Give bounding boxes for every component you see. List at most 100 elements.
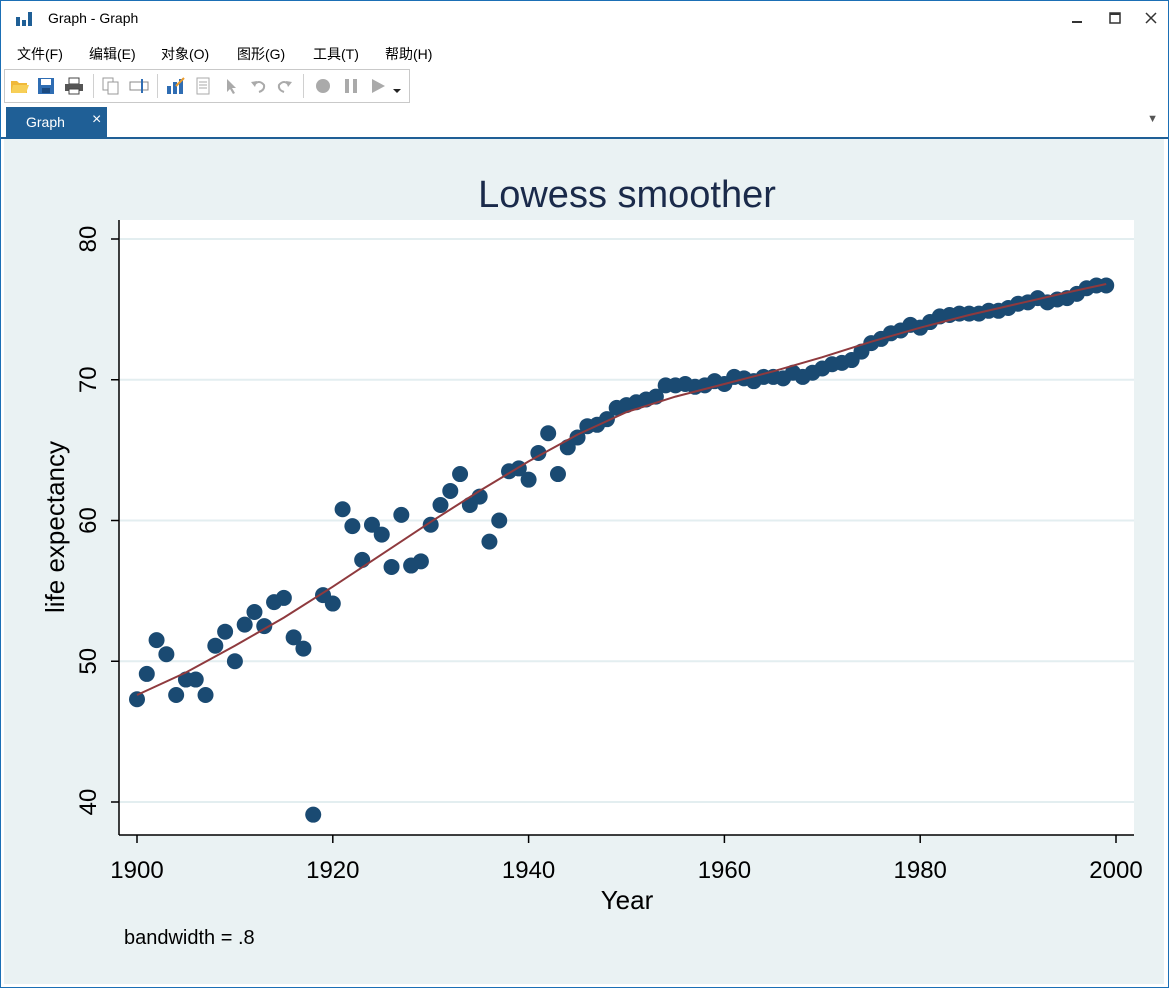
data-point [383,558,400,575]
minimize-icon [1072,21,1082,23]
tab-close-icon[interactable]: × [92,111,102,128]
x-tick-label: 2000 [1089,857,1142,884]
record-start-button[interactable] [312,75,334,97]
data-point [344,518,361,535]
x-axis-label: Year [601,885,654,915]
data-point [236,616,253,633]
data-point [158,646,175,663]
save-icon [38,78,54,94]
x-tick-label: 1960 [698,857,751,884]
redo-button[interactable] [274,75,296,97]
menu-bar: 文件(F) 编辑(E) 对象(O) 图形(G) 工具(T) 帮助(H) [1,39,1168,67]
y-tick-label: 50 [75,648,102,675]
data-point [422,516,439,533]
rename-icon [129,79,149,93]
data-point [549,466,566,483]
data-point [363,516,380,533]
bandwidth-note: bandwidth = .8 [124,927,255,949]
play-button[interactable] [367,75,389,97]
dropdown-icon [393,89,401,93]
data-point [226,653,243,670]
menu-tools[interactable]: 工具(T) [313,46,359,62]
tab-row: Graph × ▼ [1,105,1168,139]
menu-object[interactable]: 对象(O) [161,46,210,62]
x-tick-label: 1980 [894,857,947,884]
menu-help[interactable]: 帮助(H) [385,46,433,62]
record-icon [196,77,210,95]
data-point [452,466,469,483]
data-point [295,640,312,657]
data-point [393,506,410,523]
data-point [324,595,341,612]
graph-editor-button[interactable] [165,75,187,97]
data-point [540,425,557,442]
y-tick-label: 60 [75,507,102,534]
rename-button[interactable] [128,75,150,97]
redo-icon [277,81,292,93]
menu-graph[interactable]: 图形(G) [237,46,286,62]
y-tick-label: 70 [75,366,102,393]
plot-region [119,220,1134,835]
print-button[interactable] [63,75,85,97]
data-point [530,444,547,461]
tab-list-icon[interactable]: ▼ [1147,113,1158,125]
undo-button[interactable] [247,75,269,97]
data-point [412,553,429,570]
x-tick-label: 1900 [110,857,163,884]
title-bar: Graph - Graph [1,1,1168,35]
data-point [207,637,224,654]
menu-file[interactable]: 文件(F) [17,46,63,62]
data-point [373,526,390,543]
record-start-icon [316,79,330,93]
copy-button[interactable] [100,75,122,97]
pointer-icon [227,79,236,94]
chart: 40 50 60 70 80 1900 1920 1940 1960 1980 2000 Lowes… [40,174,1143,949]
data-point [520,471,537,488]
record-button[interactable] [192,75,214,97]
graph-app-icon [16,12,32,26]
data-point [187,671,204,688]
minimize-button[interactable] [1059,3,1095,33]
undo-icon [251,81,266,93]
close-button[interactable] [1133,3,1168,33]
x-tick-label: 1920 [306,857,359,884]
close-icon [1145,12,1157,24]
data-point [148,632,165,649]
window-title: Graph - Graph [48,10,139,26]
x-tick-label: 1940 [502,857,555,884]
y-axis-label: life expectancy [40,441,70,613]
y-tick-label: 80 [75,226,102,253]
data-point [217,623,234,640]
data-point [197,687,214,704]
pointer-button[interactable] [220,75,242,97]
data-point [481,533,498,550]
data-point [1098,277,1115,294]
maximize-button[interactable] [1097,3,1133,33]
pause-button[interactable] [340,75,362,97]
open-button[interactable] [9,75,31,97]
toolbar [4,69,410,103]
data-point [491,512,508,529]
data-point [305,806,322,823]
data-point [559,439,576,456]
data-point [442,482,459,499]
data-point [129,691,145,708]
data-point [354,551,371,568]
pause-icon [345,79,357,93]
data-point [275,589,292,606]
tab-label: Graph [26,114,65,130]
play-icon [372,79,385,93]
graph-editor-icon [167,77,185,94]
data-point [138,665,155,682]
open-icon [11,81,29,93]
print-icon [65,77,83,95]
save-button[interactable] [35,75,57,97]
toolbar-dropdown[interactable] [390,75,404,97]
data-point [432,497,449,514]
data-point [246,603,263,620]
chart-title: Lowess smoother [478,174,776,216]
maximize-icon [1109,12,1121,24]
tab-graph[interactable]: Graph × [6,107,107,137]
menu-edit[interactable]: 编辑(E) [89,46,136,62]
